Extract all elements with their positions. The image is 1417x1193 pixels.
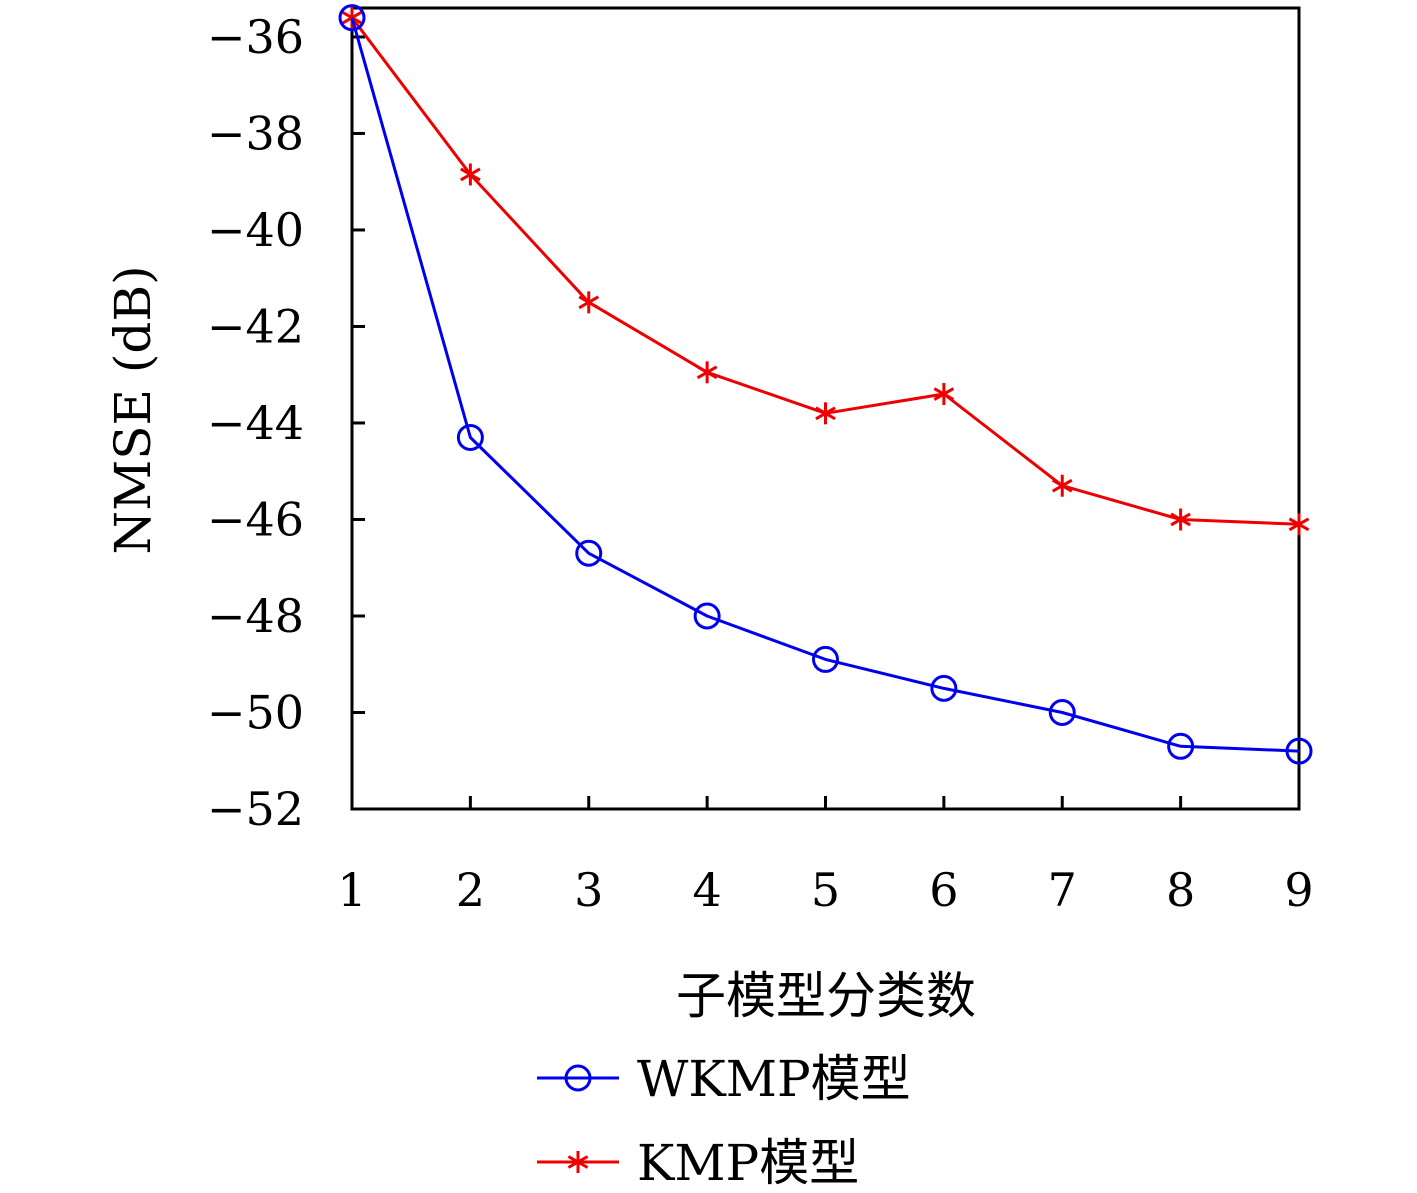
x-axis: 1 2 3 4 5 6 7 8 9 bbox=[337, 796, 1314, 917]
data-point-kmp bbox=[933, 383, 955, 406]
data-point-wkmp bbox=[456, 423, 484, 451]
data-point-wkmp bbox=[1167, 732, 1195, 760]
marker-stroke bbox=[460, 167, 481, 182]
y-axis-title: NMSE (dB) bbox=[104, 265, 162, 554]
series-line-kmp bbox=[350, 16, 1300, 526]
x-axis-title: 子模型分类数 bbox=[676, 967, 976, 1025]
legend: WKMP模型 KMP模型 bbox=[537, 1050, 911, 1192]
legend-item-wkmp: WKMP模型 bbox=[537, 1050, 911, 1108]
x-tick-label: 7 bbox=[1048, 863, 1077, 917]
y-tick-label: −36 bbox=[207, 10, 304, 64]
marker-stroke bbox=[567, 1155, 589, 1169]
marker-stroke bbox=[341, 10, 363, 25]
legend-marker-shape bbox=[564, 1064, 592, 1092]
marker-stroke bbox=[696, 365, 718, 380]
y-tick-label: −48 bbox=[207, 589, 304, 643]
x-tick-label: 6 bbox=[929, 863, 958, 917]
y-tick-label: −38 bbox=[207, 106, 304, 160]
series-line-wkmp bbox=[350, 17, 1300, 753]
y-tick-label: −52 bbox=[207, 782, 304, 836]
data-point-kmp bbox=[1170, 508, 1191, 531]
y-tick-label: −44 bbox=[207, 396, 304, 450]
legend-label-wkmp: WKMP模型 bbox=[637, 1050, 911, 1108]
y-axis: −36 −38 −40 −42 −44 −46 −48 −50 −52 bbox=[207, 10, 365, 836]
x-tick-label: 3 bbox=[574, 863, 603, 917]
marker-stroke bbox=[1288, 517, 1310, 532]
data-point-kmp bbox=[341, 6, 363, 29]
legend-item-kmp: KMP模型 bbox=[537, 1134, 859, 1192]
legend-marker-shape bbox=[567, 1151, 589, 1173]
data-point-kmp bbox=[460, 163, 481, 186]
x-tick-label: 9 bbox=[1284, 863, 1313, 917]
x-tick-label: 1 bbox=[337, 863, 366, 917]
y-tick-label: −42 bbox=[207, 299, 304, 353]
data-point-wkmp bbox=[1048, 698, 1076, 726]
marker-stroke bbox=[1170, 512, 1191, 527]
marker-stroke bbox=[933, 387, 955, 401]
data-point-wkmp bbox=[575, 539, 603, 567]
x-tick-label: 2 bbox=[456, 863, 485, 917]
y-tick-label: −50 bbox=[207, 685, 304, 739]
data-point-wkmp bbox=[338, 4, 366, 32]
legend-marker-wkmp bbox=[564, 1064, 592, 1092]
y-tick-label: −40 bbox=[207, 203, 304, 257]
x-tick-label: 8 bbox=[1166, 863, 1195, 917]
y-tick-label: −46 bbox=[207, 492, 304, 546]
marker-stroke bbox=[1051, 478, 1073, 493]
data-point-kmp bbox=[578, 291, 600, 314]
data-point-wkmp bbox=[812, 645, 839, 673]
data-point-wkmp bbox=[930, 674, 958, 702]
data-point-kmp bbox=[815, 402, 836, 425]
data-point-wkmp bbox=[693, 602, 721, 630]
series-layer bbox=[338, 4, 1313, 765]
data-point-kmp bbox=[696, 361, 718, 384]
data-point-wkmp bbox=[1285, 737, 1313, 765]
x-tick-label: 4 bbox=[692, 863, 721, 917]
data-point-kmp bbox=[1051, 474, 1073, 497]
legend-label-kmp: KMP模型 bbox=[637, 1134, 859, 1192]
marker-stroke bbox=[815, 406, 836, 421]
data-point-kmp bbox=[1288, 513, 1310, 536]
legend-marker-kmp bbox=[567, 1151, 589, 1173]
x-tick-label: 5 bbox=[811, 863, 840, 917]
marker-stroke bbox=[578, 295, 600, 310]
